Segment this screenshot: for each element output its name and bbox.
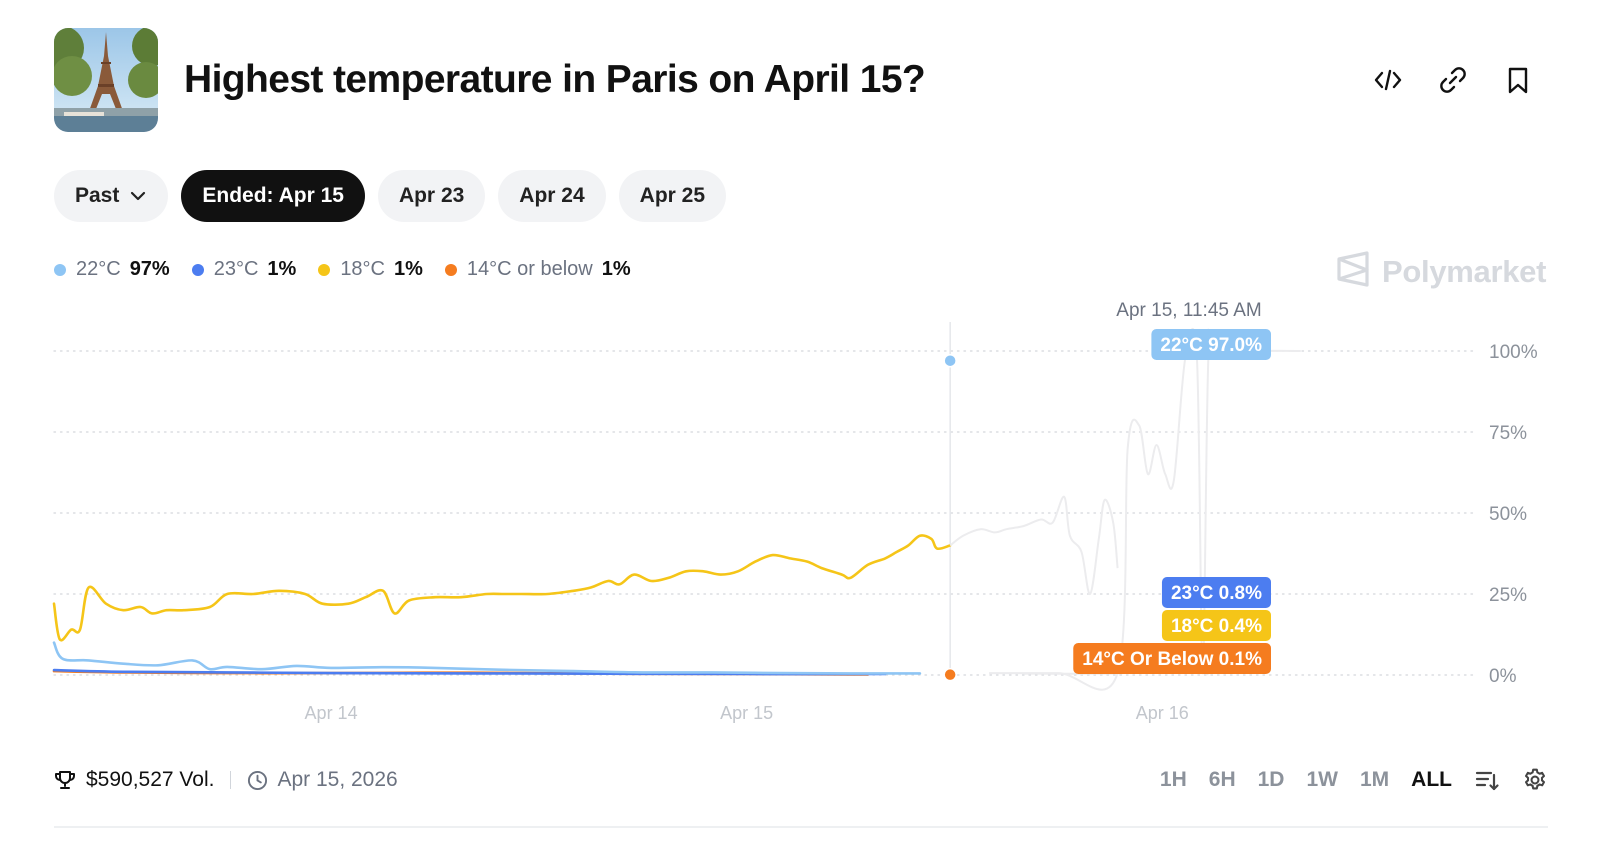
page-title: Highest temperature in Paris on April 15… <box>184 58 926 101</box>
range-6h[interactable]: 6H <box>1208 768 1236 791</box>
y-tick-label: 75% <box>1489 423 1527 444</box>
tab-apr-24[interactable]: Apr 24 <box>498 170 606 222</box>
y-tick-label: 100% <box>1489 342 1538 363</box>
chart-legend: 22°C 97% 23°C 1% 18°C 1% 14°C or below 1… <box>54 258 631 281</box>
series-line-faded-18-c <box>949 495 1119 596</box>
range-1m[interactable]: 1M <box>1359 768 1390 791</box>
hover-label-text: 18°C 0.4% <box>1171 616 1262 637</box>
volume-text: $590,527 Vol. <box>86 768 215 791</box>
hover-label-box <box>1161 610 1271 641</box>
tab-apr-25[interactable]: Apr 25 <box>618 170 727 222</box>
tab-ended-apr-15[interactable]: Ended: Apr 15 <box>181 170 365 222</box>
range-1h[interactable]: 1H <box>1159 768 1187 791</box>
legend-dot <box>191 263 204 276</box>
legend-dot <box>318 263 331 276</box>
legend-value: 1% <box>601 258 631 280</box>
x-tick-label: Apr 14 <box>305 703 358 723</box>
range-1d[interactable]: 1D <box>1257 768 1285 791</box>
link-icon[interactable] <box>1437 64 1469 96</box>
hover-label-box <box>1151 329 1271 360</box>
sort-icon[interactable] <box>1474 767 1500 793</box>
market-header: Highest temperature in Paris on April 15… <box>54 28 1554 132</box>
tab-label: Apr 23 <box>398 184 465 207</box>
tab-label: Apr 25 <box>639 184 706 207</box>
clock-icon <box>247 770 268 791</box>
legend-name: 23°C <box>213 258 259 280</box>
eiffel-tower-thumbnail <box>54 28 158 132</box>
series-line-22-c <box>52 641 922 675</box>
gear-icon[interactable] <box>1522 767 1548 793</box>
y-tick-label: 0% <box>1489 666 1517 687</box>
range-1w[interactable]: 1W <box>1306 768 1338 791</box>
range-all[interactable]: ALL <box>1411 768 1452 791</box>
hover-marker <box>943 353 957 368</box>
hover-marker <box>943 667 957 682</box>
tab-past[interactable]: Past <box>54 170 169 222</box>
embed-icon[interactable] <box>1372 64 1404 96</box>
tab-apr-23[interactable]: Apr 23 <box>377 170 486 222</box>
end-date-text: Apr 15, 2026 <box>277 768 398 791</box>
x-tick-label: Apr 15 <box>720 703 773 723</box>
hover-label-text: 14°C Or Below 0.1% <box>1082 649 1262 670</box>
legend-item-14c-or-below[interactable]: 14°C or below 1% <box>444 258 631 281</box>
legend-value: 1% <box>394 258 423 280</box>
legend-value: 1% <box>267 258 297 280</box>
series-line-23-c <box>52 668 887 676</box>
legend-value: 97% <box>129 258 170 280</box>
polymarket-logo-icon <box>1336 250 1370 293</box>
series-line-18-c <box>52 534 952 642</box>
footer-divider <box>54 826 1548 828</box>
legend-name: 14°C or below <box>466 258 593 280</box>
tab-past-label: Past <box>75 184 120 207</box>
x-tick-label: Apr 16 <box>1136 703 1189 723</box>
chevron-down-icon <box>129 187 147 205</box>
legend-item-22c[interactable]: 22°C 97% <box>54 258 170 281</box>
hover-timestamp: Apr 15, 11:45 AM <box>1116 300 1261 321</box>
chart-footer: $590,527 Vol. Apr 15, 2026 1H 6H 1D 1W 1… <box>54 762 1548 798</box>
y-tick-label: 25% <box>1489 585 1527 606</box>
legend-dot <box>54 263 66 276</box>
tab-label: Apr 24 <box>519 184 585 207</box>
legend-dot <box>444 263 457 276</box>
legend-item-23c[interactable]: 23°C 1% <box>191 258 297 281</box>
legend-name: 18°C <box>340 258 385 280</box>
brand-name: Polymarket <box>1382 253 1547 289</box>
hover-label-text: 23°C 0.8% <box>1171 583 1262 604</box>
y-tick-label: 50% <box>1489 504 1527 525</box>
footer-separator <box>230 771 232 789</box>
hover-label-text: 22°C 97.0% <box>1160 335 1262 356</box>
tab-label: Ended: Apr 15 <box>202 184 344 207</box>
trophy-icon <box>54 769 76 791</box>
series-line-faded-22-c <box>989 328 1301 691</box>
polymarket-watermark: Polymarket <box>1336 250 1546 293</box>
hover-label-box <box>1161 577 1271 608</box>
hover-label-box <box>1073 643 1271 674</box>
legend-name: 22°C <box>76 258 121 280</box>
date-tabs: Past Ended: Apr 15 Apr 23 Apr 24 Apr 25 <box>54 170 727 222</box>
legend-item-18c[interactable]: 18°C 1% <box>318 258 423 281</box>
bookmark-icon[interactable] <box>1502 64 1534 96</box>
